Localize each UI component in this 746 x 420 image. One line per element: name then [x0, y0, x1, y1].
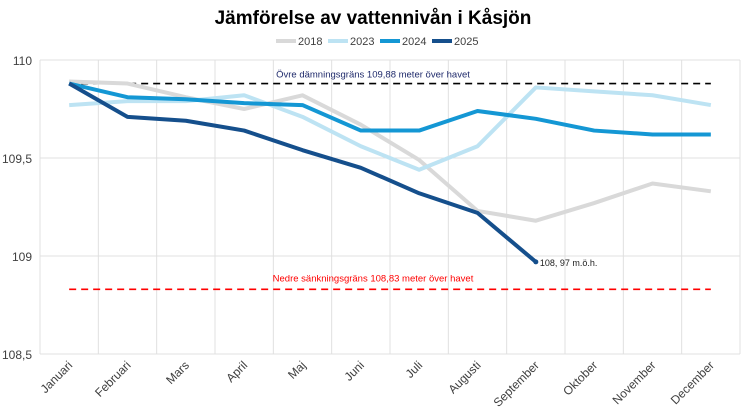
x-tick-label: Augusti: [445, 358, 483, 396]
series-line-2018: [69, 79, 712, 223]
y-tick-label: 109,5: [2, 152, 32, 166]
x-tick-label: Mars: [163, 358, 192, 387]
x-tick-label: September: [491, 358, 542, 409]
x-tick-label: Juli: [403, 358, 426, 381]
legend-label-2023: 2023: [350, 36, 374, 48]
x-tick-label: April: [223, 358, 250, 385]
y-tick-label: 109: [12, 250, 32, 264]
reference-label-0: Övre dämningsgräns 109,88 meter över hav…: [276, 70, 470, 81]
legend-label-2025: 2025: [454, 36, 478, 48]
y-tick-label: 110: [13, 54, 32, 68]
x-tick-label: Oktober: [560, 358, 600, 398]
x-tick-label: Februari: [92, 358, 133, 399]
legend-label-2018: 2018: [298, 36, 322, 48]
x-tick-label: Juni: [341, 358, 366, 383]
x-tick-label: Maj: [285, 358, 309, 382]
x-tick-label: Januari: [38, 358, 76, 396]
data-label: 108, 97 m.ö.h.: [540, 258, 598, 268]
series-line-2024: [68, 81, 711, 137]
chart-title: Jämförelse av vattennivån i Kåsjön: [215, 8, 532, 29]
y-tick-label: 108,5: [2, 348, 32, 362]
annotation-marker: [533, 259, 539, 265]
series-line-2025: [68, 81, 538, 264]
x-tick-label: November: [610, 358, 659, 407]
series-line-2023: [69, 85, 712, 172]
reference-label-1: Nedre sänkningsgräns 108,83 meter över h…: [273, 273, 474, 284]
x-tick-label: December: [668, 358, 717, 407]
legend-label-2024: 2024: [402, 36, 426, 48]
